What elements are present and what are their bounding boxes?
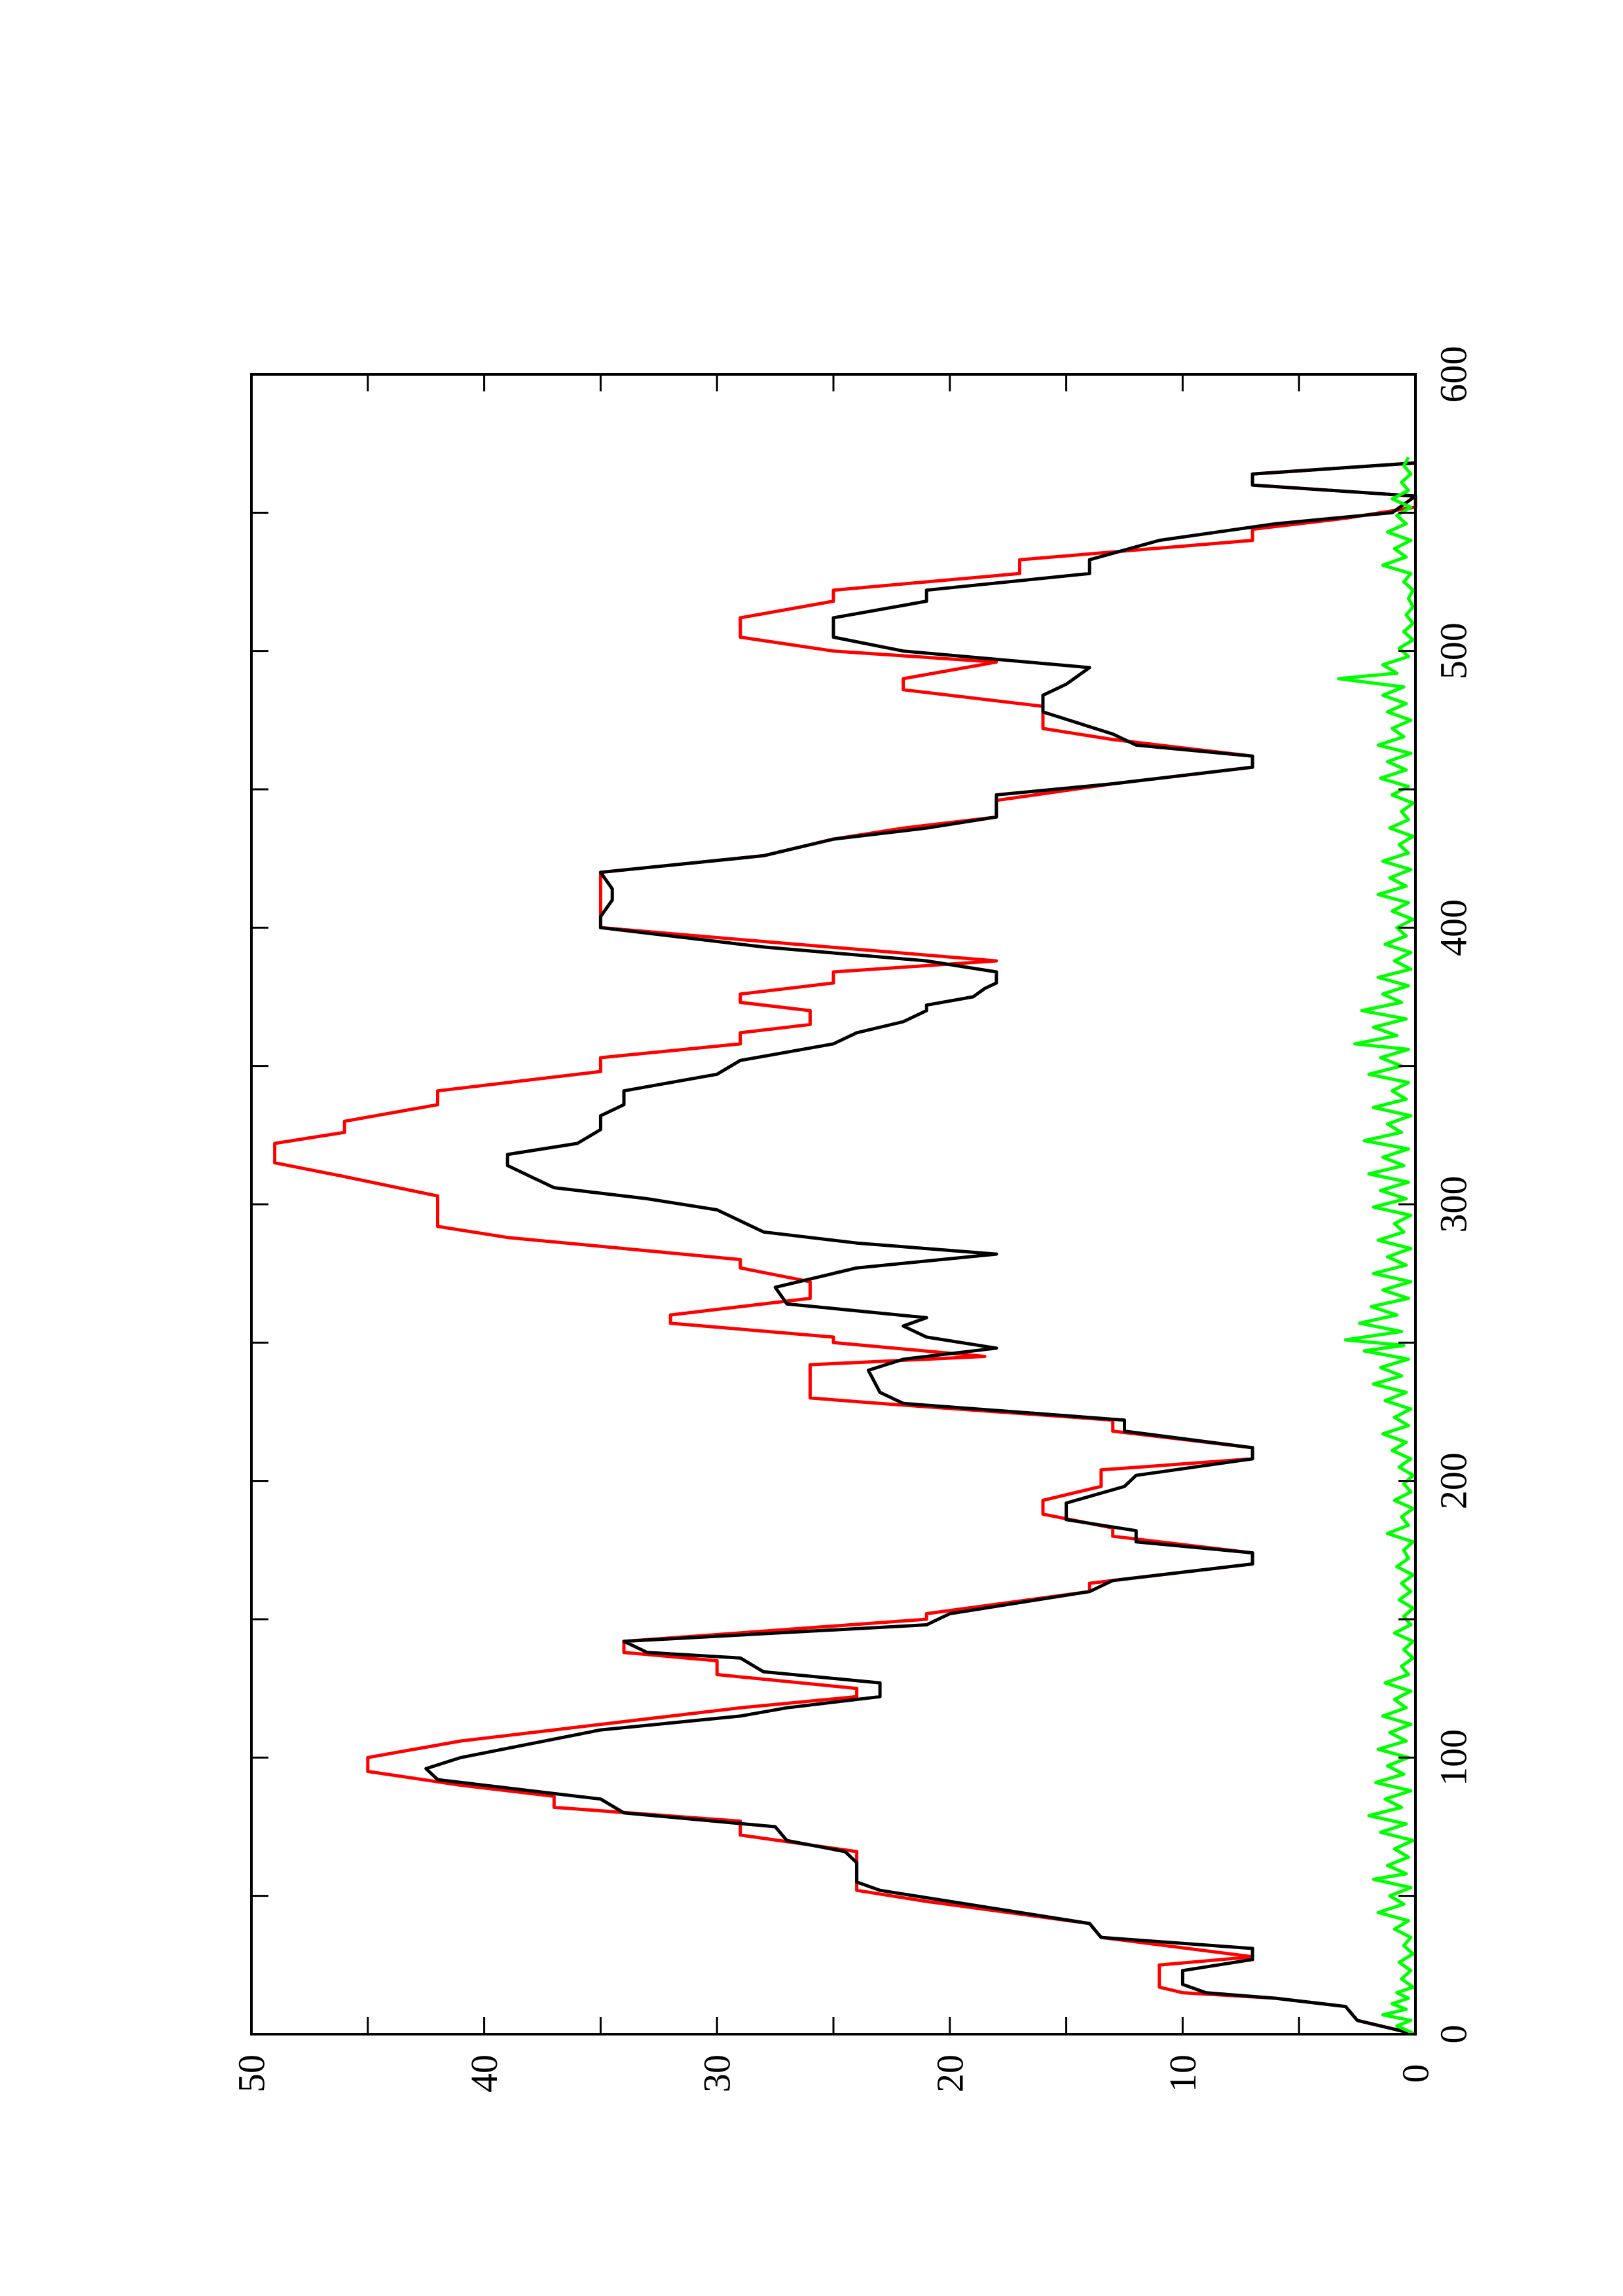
x-tick-label: 300 [1432,1176,1475,1233]
series-line-3 [1337,456,1417,2036]
x-tick-label: 600 [1432,346,1475,403]
y-tick-label: 0 [1395,2064,1437,2083]
y-tick-label: 50 [230,2054,273,2092]
series-line-2 [424,461,1417,2036]
x-tick-label: 400 [1432,899,1475,956]
series-layer [273,456,1417,2036]
x-tick-label: 100 [1432,1729,1475,1786]
series-line-1 [273,461,1417,2036]
tick-layer: 0 100 200 300 400 500 600 0 10 20 30 40 50 [230,346,1475,2093]
x-tick-label: 500 [1432,622,1475,679]
y-tick-label: 30 [696,2054,739,2092]
y-tick-label: 20 [928,2054,971,2092]
y-tick-label: 10 [1161,2054,1204,2092]
x-tick-label: 200 [1432,1452,1475,1509]
y-tick-label: 40 [463,2054,505,2092]
x-tick-label: 0 [1432,2025,1475,2044]
